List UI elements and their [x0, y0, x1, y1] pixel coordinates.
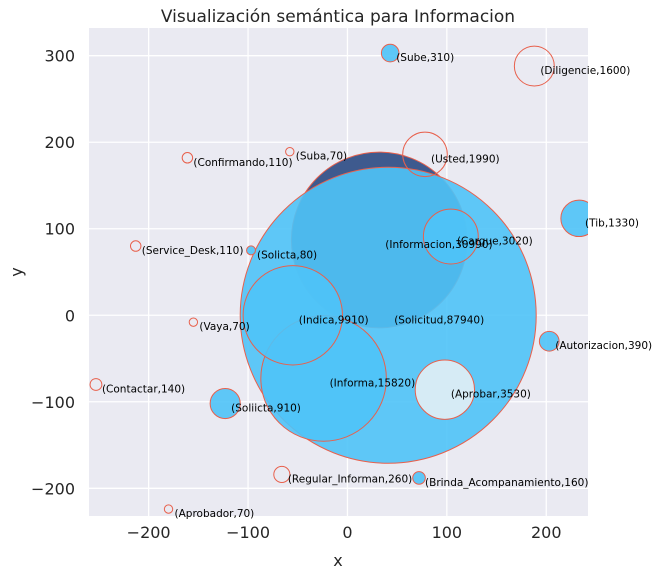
bubble-label: (Usted,1990) [431, 153, 500, 165]
chart-title: Visualización semántica para Informacion [161, 7, 515, 27]
y-tick-label: 300 [44, 47, 75, 66]
axis-ticks: −200 −100 0 100 200 −200 −100 0 100 200 300 [31, 47, 561, 542]
bubble-label: (Confirmando,110) [193, 157, 292, 169]
bubble-label: (Aprobador,70) [175, 508, 255, 520]
bubble-label: (Contactar,140) [102, 383, 185, 395]
y-tick-label: −100 [31, 393, 75, 412]
bubble-label: (Diligencie,1600) [540, 65, 630, 77]
bubble [89, 378, 103, 391]
bubble [163, 504, 174, 514]
x-tick-label: 200 [531, 523, 562, 542]
bubble [414, 359, 476, 420]
bubble [242, 265, 343, 366]
bubble [422, 208, 479, 265]
bubble-label: (Informa,15820) [330, 377, 416, 389]
bubble-label: (Tib,1330) [585, 217, 639, 229]
bubble-label: (Cargue,3020) [457, 236, 533, 248]
bubble-label: (Brinda_Acompanamiento,160) [425, 477, 588, 489]
y-tick-label: 100 [44, 220, 75, 239]
bubble-label: (Soliicta,910) [231, 403, 301, 415]
bubble [380, 43, 400, 63]
bubble [402, 131, 448, 178]
bubble [285, 147, 295, 157]
bubble [513, 45, 555, 87]
bubble-label: (Solicta,80) [257, 249, 317, 261]
y-axis-label: y [7, 267, 26, 276]
bubble-label: (Indica,9910) [299, 314, 369, 326]
bubble-label: (Aprobar,3530) [451, 389, 531, 401]
bubble [412, 471, 426, 485]
y-tick-label: 0 [65, 306, 75, 325]
bubble [181, 152, 194, 164]
x-tick-label: 100 [432, 523, 463, 542]
bubble-labels: (Informacion,30990) (Solicitud,87940) (Inf… [102, 52, 652, 520]
bubble [129, 240, 142, 252]
x-tick-label: 0 [342, 523, 352, 542]
bubble-label: (Suba,70) [296, 151, 347, 163]
bubble-label: (Informacion,30990) [385, 239, 492, 251]
y-tick-label: 200 [44, 133, 75, 152]
bubbles [89, 43, 588, 514]
bubble-label: (Solicitud,87940) [394, 314, 484, 326]
x-tick-label: −200 [127, 523, 171, 542]
bubble-label: (Autorizacion,390) [555, 340, 652, 352]
bubble [273, 465, 291, 484]
bubble [246, 245, 256, 256]
y-tick-label: −200 [31, 479, 75, 498]
bubble [209, 387, 241, 420]
bubble-label: (Sube,310) [396, 52, 454, 64]
bubble-label: (Vaya,70) [199, 321, 249, 333]
bubble [560, 199, 588, 238]
x-tick-label: −100 [226, 523, 270, 542]
x-axis-label: x [333, 551, 342, 570]
bubble [188, 317, 199, 327]
bubble [538, 330, 560, 352]
bubble-label: (Service_Desk,110) [142, 245, 244, 257]
bubble-label: (Regular_Informan,260) [288, 473, 412, 485]
